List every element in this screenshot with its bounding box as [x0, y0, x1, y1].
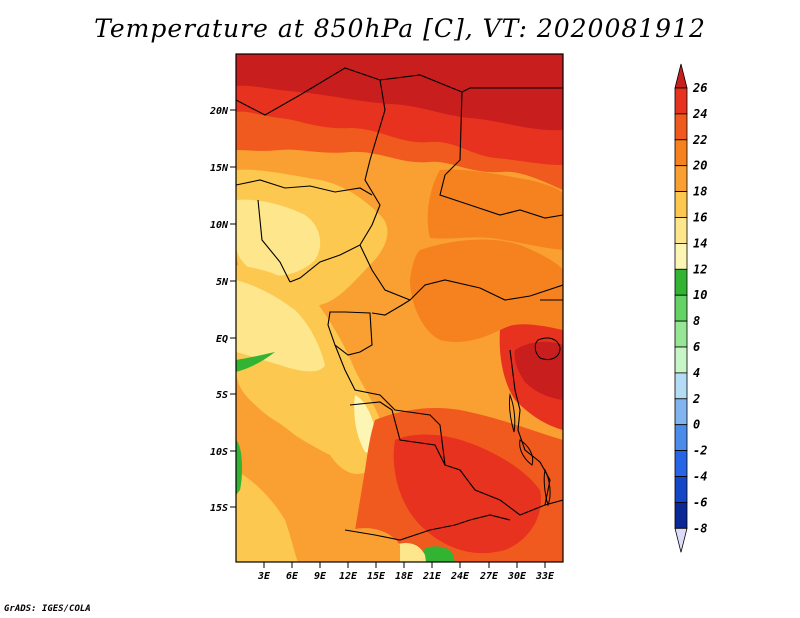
colorbar-swatch — [674, 217, 688, 244]
colorbar-swatch — [674, 501, 688, 529]
grads-credit: GrADS: IGES/COLA — [4, 604, 91, 614]
colorbar-label: 20 — [692, 159, 707, 173]
colorbar-max-arrow — [674, 63, 688, 89]
colorbar-swatch — [674, 191, 688, 218]
lon-label: 3E — [257, 571, 271, 582]
colorbar-swatch — [674, 346, 688, 374]
lon-label: 30E — [507, 571, 527, 582]
colorbar-swatch — [674, 424, 688, 452]
colorbar-label: 12 — [693, 262, 707, 276]
colorbar-swatch — [674, 268, 688, 296]
lon-label: 27E — [479, 571, 499, 582]
latitude-axis: 20N 15N 10N 5N EQ 5S 10S 15S — [209, 106, 236, 514]
colorbar-label: -6 — [693, 495, 707, 509]
lat-label: 15S — [210, 503, 228, 514]
colorbar-label: 6 — [693, 340, 700, 354]
lon-label: 21E — [422, 571, 442, 582]
colorbar-label: 8 — [693, 314, 700, 328]
colorbar-swatch — [674, 398, 688, 426]
lat-label: 10N — [210, 220, 229, 231]
colorbar-label: 22 — [692, 133, 707, 147]
colorbar-swatch — [674, 320, 688, 348]
lat-label: 10S — [210, 447, 228, 458]
colorbar-label: -4 — [693, 470, 707, 484]
colorbar-label: 18 — [693, 185, 707, 199]
map-title: Temperature at 850hPa [C], VT: 202008191… — [94, 14, 706, 43]
lon-label: 24E — [450, 571, 470, 582]
temperature-field — [236, 54, 563, 562]
colorbar-label: -2 — [693, 444, 707, 458]
lat-label: EQ — [216, 334, 228, 345]
lakes — [509, 337, 561, 507]
colorbar-label: 2 — [692, 392, 700, 406]
lat-label: 15N — [210, 163, 229, 174]
lon-label: 33E — [535, 571, 555, 582]
lon-label: 9E — [314, 571, 327, 582]
map-frame — [235, 53, 564, 563]
lat-label: 5S — [216, 390, 228, 401]
lon-label: 15E — [367, 571, 386, 582]
colorbar-swatch — [674, 242, 688, 270]
colorbar-swatch — [674, 476, 688, 503]
colorbar-swatch — [674, 450, 688, 477]
lon-label: 6E — [286, 571, 299, 582]
colorbar-label: 24 — [692, 107, 707, 121]
colorbar-label: 4 — [693, 366, 700, 380]
colorbar-label: 16 — [693, 211, 707, 225]
colorbar-swatch — [674, 87, 688, 115]
colorbar-swatch — [674, 294, 688, 322]
lon-label: 12E — [339, 571, 358, 582]
colorbar-label: 26 — [692, 81, 707, 95]
country-borders — [236, 67, 563, 541]
colorbar-label: -8 — [693, 521, 707, 535]
colorbar-label: 14 — [693, 236, 707, 250]
lon-label: 18E — [395, 571, 414, 582]
lat-label: 20N — [209, 106, 229, 117]
colorbar-label: 10 — [693, 288, 707, 302]
colorbar-swatch — [674, 139, 688, 167]
colorbar-swatch — [674, 372, 688, 400]
longitude-axis: 3E 6E 9E 12E 15E 18E 21E 24E 27E 30E 33E — [257, 562, 555, 582]
colorbar-swatch — [674, 113, 688, 141]
colorbar-min-arrow — [674, 527, 688, 553]
colorbar-swatch — [674, 165, 688, 192]
colorbar-label: 0 — [693, 418, 700, 432]
lat-label: 5N — [216, 277, 229, 288]
